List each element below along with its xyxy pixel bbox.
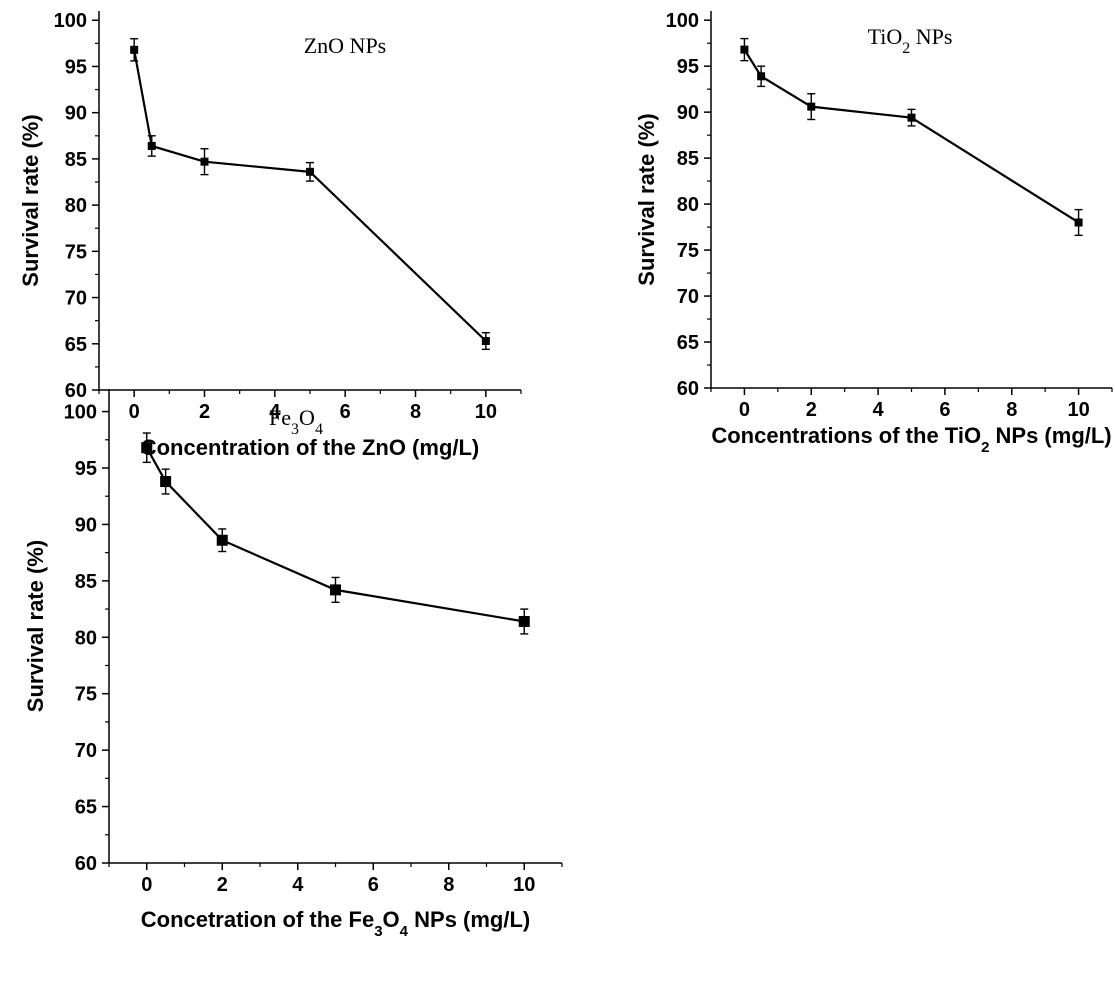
y-axis-title: Survival rate (%) xyxy=(634,113,659,285)
x-tick-label: 8 xyxy=(410,401,421,423)
series-line xyxy=(133,49,487,342)
x-tick-label: 4 xyxy=(269,401,281,423)
x-tick-label: 0 xyxy=(739,399,750,421)
y-tick-label: 80 xyxy=(75,627,97,649)
panel-title: TiO2 NPs xyxy=(868,24,953,57)
y-tick-label: 95 xyxy=(677,56,699,78)
data-point xyxy=(160,476,172,488)
data-point xyxy=(200,157,209,166)
y-tick-label: 100 xyxy=(64,402,97,424)
y-tick-label: 70 xyxy=(75,740,97,762)
panel-title: Fe3O4 xyxy=(269,405,323,438)
chart-panel-1: 60 65 70 75 80 85 90 95 100 0 2 4 6 8 10 ZnO NPs Concent… xyxy=(18,10,522,460)
x-tick-label: 6 xyxy=(368,874,379,896)
data-point xyxy=(481,337,490,346)
data-point xyxy=(306,167,314,176)
data-point xyxy=(216,534,228,546)
x-tick-label: 0 xyxy=(129,401,140,423)
data-point xyxy=(807,102,816,111)
y-tick-label: 70 xyxy=(65,288,87,310)
x-tick-label: 2 xyxy=(217,874,228,896)
data-point xyxy=(130,45,139,54)
x-tick-label: 8 xyxy=(1006,399,1017,421)
y-tick-label: 70 xyxy=(677,286,699,308)
y-axis-title: Survival rate (%) xyxy=(23,540,48,712)
x-axis-title: Concentration of the ZnO (mg/L) xyxy=(141,435,480,460)
x-tick-label: 0 xyxy=(141,874,152,896)
y-tick-label: 80 xyxy=(677,194,699,216)
x-tick-label: 8 xyxy=(443,874,454,896)
data-point xyxy=(518,615,530,627)
x-tick-label: 6 xyxy=(340,401,351,423)
panel-title: ZnO NPs xyxy=(304,33,387,58)
y-tick-label: 95 xyxy=(75,458,97,480)
y-tick-label: 65 xyxy=(677,332,699,354)
y-tick-label: 60 xyxy=(75,853,97,875)
y-tick-label: 95 xyxy=(65,56,87,78)
x-tick-label: 6 xyxy=(939,399,950,421)
y-tick-label: 85 xyxy=(65,149,87,171)
y-tick-label: 65 xyxy=(75,797,97,819)
y-tick-label: 85 xyxy=(677,148,699,170)
x-tick-label: 10 xyxy=(475,401,497,423)
y-tick-label: 60 xyxy=(65,380,87,402)
x-tick-label: 2 xyxy=(806,399,817,421)
y-tick-label: 90 xyxy=(677,102,699,124)
x-tick-label: 4 xyxy=(292,874,304,896)
series-line xyxy=(743,49,1080,224)
y-tick-label: 75 xyxy=(65,241,87,263)
y-tick-label: 100 xyxy=(54,10,87,32)
y-tick-label: 90 xyxy=(65,103,87,125)
data-point xyxy=(330,584,341,596)
y-tick-label: 75 xyxy=(75,684,97,706)
y-axis-title: Survival rate (%) xyxy=(18,114,43,286)
data-point xyxy=(147,141,156,150)
x-tick-label: 2 xyxy=(199,401,210,423)
x-axis-title: Concentrations of the TiO2 NPs (mg/L) xyxy=(711,423,1111,456)
y-tick-label: 80 xyxy=(65,195,87,217)
y-tick-label: 60 xyxy=(677,378,699,400)
data-point xyxy=(740,45,749,54)
x-tick-label: 10 xyxy=(1067,399,1089,421)
y-tick-label: 100 xyxy=(666,10,699,32)
data-point xyxy=(141,442,153,454)
chart-panel-2: 60 65 70 75 80 85 90 95 100 0 2 4 6 8 10 TiO2 NPs Concen… xyxy=(634,10,1113,456)
data-point xyxy=(907,113,916,122)
y-tick-label: 65 xyxy=(65,334,87,356)
y-tick-label: 90 xyxy=(75,514,97,536)
y-tick-label: 85 xyxy=(75,571,97,593)
x-tick-label: 10 xyxy=(513,874,535,896)
x-tick-label: 4 xyxy=(873,399,885,421)
data-point xyxy=(1074,218,1083,227)
x-axis-title: Concetration of the Fe3O4 NPs (mg/L) xyxy=(141,907,531,940)
y-tick-label: 75 xyxy=(677,240,699,262)
data-point xyxy=(757,72,766,81)
